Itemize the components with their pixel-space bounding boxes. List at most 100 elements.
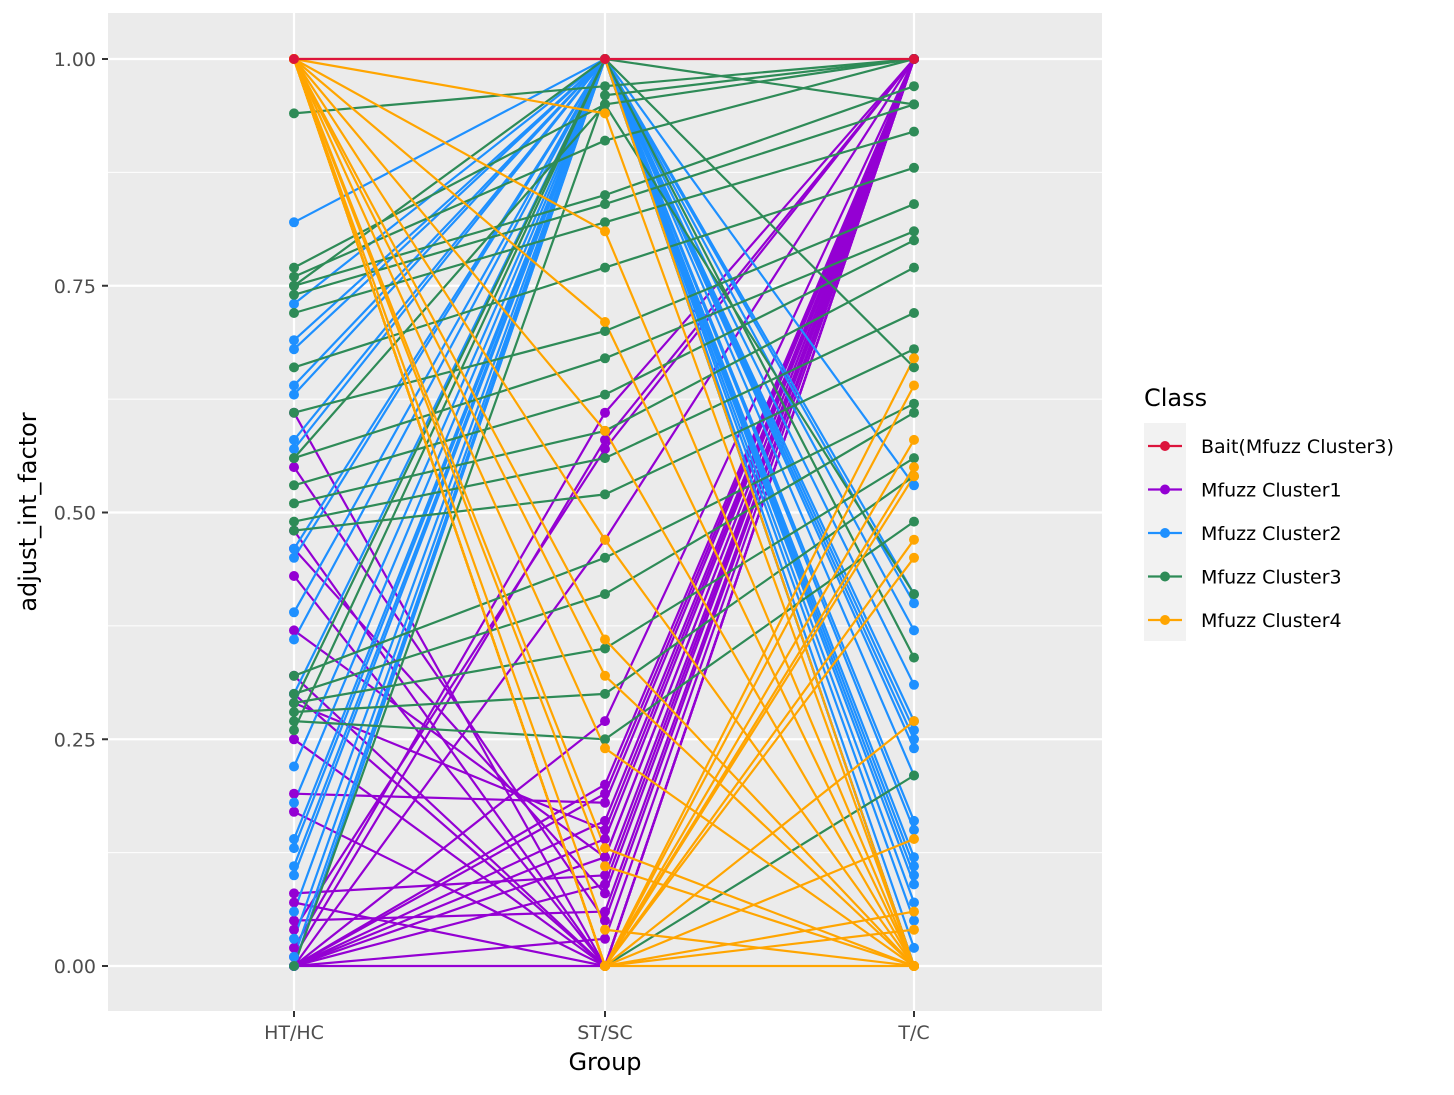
data-point [600,779,610,790]
legend-key-point [1160,571,1170,582]
data-point [600,425,610,436]
data-point [289,453,299,464]
data-point [600,389,610,400]
data-point [909,961,919,971]
data-point [600,743,610,754]
y-axis: 0.00 0.25 0.50 0.75 1.00 [54,49,108,978]
data-point [289,217,299,228]
data-point [289,434,299,445]
data-point [909,942,919,953]
data-point [600,589,610,600]
legend-entries: Bait(Mfuzz Cluster3) Mfuzz Cluster1 Mfuzz … [1148,436,1394,632]
data-point [289,933,299,944]
data-point [289,552,299,563]
data-point [600,843,610,854]
data-point [909,534,919,545]
data-point [909,344,919,355]
data-point [909,99,919,110]
data-point [600,135,610,146]
legend-key-point [1160,441,1170,451]
data-point [600,915,610,926]
data-point [289,335,299,346]
data-point [289,834,299,844]
data-point [289,571,299,581]
data-point [600,326,610,337]
x-tick-label: HT/HC [264,1022,324,1044]
data-point [909,679,919,690]
data-point [289,788,299,799]
data-point [600,90,610,101]
data-point [909,716,919,727]
data-point [600,879,610,890]
data-point [289,525,299,536]
data-point [600,453,610,464]
data-point [600,716,610,727]
data-point [909,453,919,464]
data-point [289,308,299,318]
data-point [289,924,299,935]
data-point [289,444,299,454]
data-point [909,870,919,881]
data-point [909,262,919,273]
data-point [909,589,919,600]
data-point [909,126,919,137]
data-point [909,407,919,418]
data-point [289,942,299,953]
data-point [909,162,919,173]
data-point [289,516,299,527]
data-point [909,362,919,373]
data-point [289,716,299,727]
data-point [909,434,919,445]
data-point [909,235,919,246]
data-point [289,380,299,391]
y-axis-label: adjust_int_factor [14,412,42,611]
data-point [909,552,919,563]
data-point [909,353,919,364]
data-point [600,852,610,863]
y-tick-label: 0.00 [54,956,96,978]
data-point [600,262,610,273]
data-point [600,226,610,237]
y-tick-label: 0.50 [54,503,96,525]
data-point [600,961,610,971]
data-point [600,634,610,645]
data-point [289,870,299,881]
data-point [289,688,299,699]
legend: Class Bait(Mfuzz Cluster3) Mfuzz Cluster1… [1144,384,1394,641]
data-point [600,924,610,935]
data-point [600,217,610,228]
legend-entry-label: Bait(Mfuzz Cluster3) [1201,436,1394,458]
data-point [600,643,610,654]
data-point [600,797,610,808]
data-point [289,670,299,681]
data-point [289,462,299,473]
legend-entry-label: Mfuzz Cluster4 [1201,610,1342,632]
data-point [600,888,610,899]
data-point [909,81,919,92]
data-point [289,54,299,64]
data-point [289,634,299,645]
data-point [289,707,299,717]
data-point [289,734,299,745]
data-point [289,498,299,509]
data-point [909,906,919,917]
y-tick-label: 0.75 [54,276,96,298]
data-point [600,54,610,64]
data-point [909,226,919,237]
data-point [909,734,919,745]
data-point [289,543,299,554]
data-point [289,861,299,872]
data-point [600,353,610,364]
x-tick-label: T/C [897,1022,929,1044]
data-point [600,434,610,445]
data-point [600,734,610,745]
legend-title: Class [1144,384,1207,412]
data-point [909,471,919,482]
data-point [909,380,919,391]
data-point [600,688,610,699]
data-point [289,698,299,708]
data-point [909,879,919,890]
data-point [289,362,299,373]
legend-key-point [1160,615,1170,625]
